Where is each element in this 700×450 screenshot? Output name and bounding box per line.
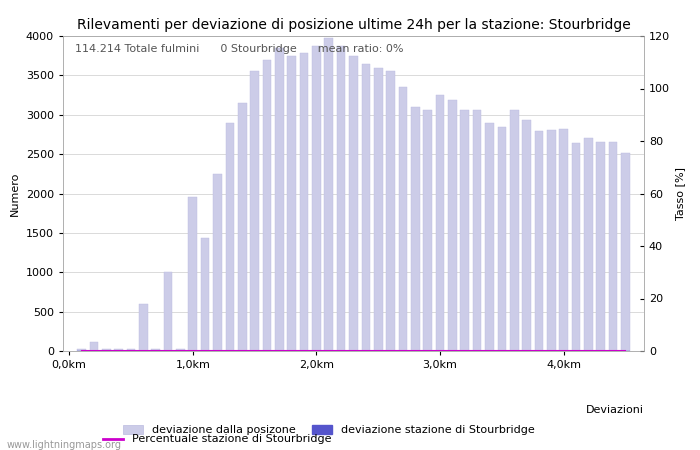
Bar (361, 63, 370, 351)
Bar (621, 153, 630, 351)
Y-axis label: Tasso [%]: Tasso [%] (676, 167, 685, 220)
Bar (411, 107, 419, 351)
Title: Rilevamenti per deviazione di posizione ultime 24h per la stazione: Stourbridge: Rilevamenti per deviazione di posizione … (76, 18, 631, 32)
Bar (151, 349, 160, 351)
Bar (225, 123, 234, 351)
Bar (324, 38, 333, 351)
Bar (288, 56, 296, 351)
Bar (214, 174, 222, 351)
Bar (201, 238, 209, 351)
Text: Deviazioni: Deviazioni (586, 405, 644, 414)
Bar (176, 349, 185, 351)
Bar (522, 120, 531, 351)
Legend: deviazione dalla posizone, deviazione stazione di Stourbridge: deviazione dalla posizone, deviazione st… (123, 425, 535, 436)
Bar (435, 95, 444, 351)
Bar (102, 349, 111, 351)
Bar (127, 349, 135, 351)
Bar (77, 349, 86, 351)
Y-axis label: Numero: Numero (10, 171, 20, 216)
Text: 114.214 Totale fulmini      0 Stourbridge      mean ratio: 0%: 114.214 Totale fulmini 0 Stourbridge mea… (75, 44, 403, 54)
Bar (238, 103, 246, 351)
Bar (559, 129, 568, 351)
Bar (164, 272, 172, 351)
Bar (374, 68, 382, 351)
Bar (312, 46, 321, 351)
Bar (535, 130, 543, 351)
Bar (572, 143, 580, 351)
Bar (300, 53, 309, 351)
Bar (275, 48, 284, 351)
Bar (188, 198, 197, 351)
Bar (510, 110, 519, 351)
Bar (337, 46, 346, 351)
Bar (584, 139, 593, 351)
Bar (461, 110, 469, 351)
Bar (596, 142, 605, 351)
Bar (609, 142, 617, 351)
Bar (114, 349, 123, 351)
Bar (262, 59, 272, 351)
Bar (90, 342, 98, 351)
Bar (386, 72, 395, 351)
Text: www.lightningmaps.org: www.lightningmaps.org (7, 440, 122, 450)
Bar (448, 100, 456, 351)
Bar (485, 122, 494, 351)
Bar (424, 110, 432, 351)
Bar (473, 110, 482, 351)
Bar (251, 72, 259, 351)
Legend: Percentuale stazione di Stourbridge: Percentuale stazione di Stourbridge (103, 434, 331, 445)
Bar (498, 126, 506, 351)
Bar (398, 87, 407, 351)
Bar (547, 130, 556, 351)
Bar (349, 56, 358, 351)
Bar (139, 304, 148, 351)
